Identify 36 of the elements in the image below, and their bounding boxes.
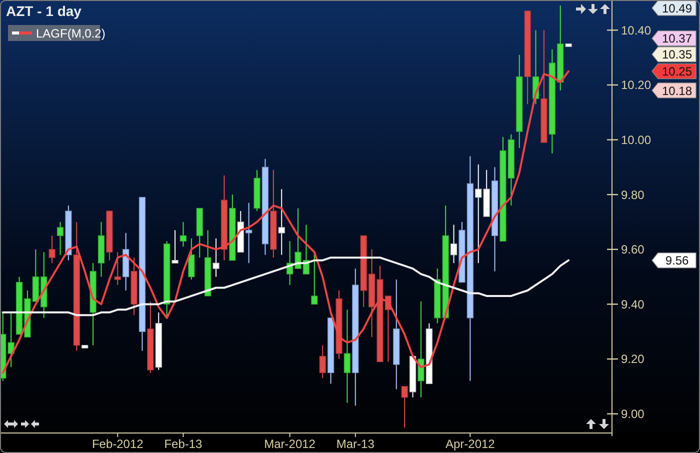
chart-title: AZT - 1 day	[6, 3, 82, 19]
y-tick-label: 9.80	[621, 188, 645, 202]
candlestick	[319, 344, 326, 379]
text: 10.25	[662, 64, 692, 79]
candlestick	[48, 235, 56, 264]
candlestick	[212, 238, 220, 278]
x-tick-label: Mar-13	[336, 437, 375, 451]
y-tick-label: 9.00	[621, 407, 645, 422]
text: 10.37	[662, 32, 692, 46]
text: 10.35	[662, 48, 692, 62]
text: 10.18	[662, 84, 692, 98]
text: 10.49	[662, 1, 692, 16]
candlestick	[344, 309, 350, 404]
y-tick-label: 10.40	[621, 23, 652, 38]
candlestick	[450, 224, 458, 264]
x-tick-label: Feb-13	[164, 437, 203, 451]
candlestick	[475, 164, 482, 264]
y-tick-label: 9.60	[621, 242, 645, 257]
x-tick-label: Feb-2012	[92, 437, 144, 451]
candlestick	[56, 221, 64, 256]
candlestick	[401, 386, 408, 428]
y-tick-label: 10.00	[621, 132, 652, 147]
x-tick-label: Mar-2012	[264, 437, 316, 451]
candlestick	[246, 202, 252, 264]
text: 9.56	[665, 254, 689, 268]
x-tick-label: Apr-2012	[445, 437, 496, 451]
candlestick	[278, 188, 285, 256]
y-tick-label: 9.40	[621, 297, 645, 312]
y-tick-label: 9.20	[621, 352, 645, 366]
legend-label: LAGF(M,0.2)	[36, 26, 106, 40]
candlestick	[172, 230, 178, 264]
candlestick	[180, 221, 187, 248]
candlestick	[114, 252, 121, 286]
y-tick-label: 10.20	[621, 78, 652, 92]
candlestick	[418, 300, 424, 398]
candlestick	[188, 238, 195, 280]
